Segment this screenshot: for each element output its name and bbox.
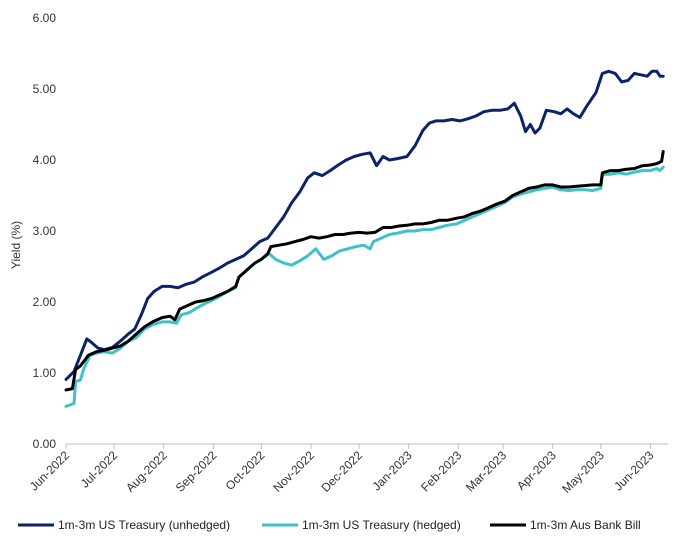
legend-label-3: 1m-3m Aus Bank Bill xyxy=(530,518,641,532)
y-tick-label: 1.00 xyxy=(33,366,57,380)
x-tick-label: Jul-2022 xyxy=(78,448,121,491)
x-tick-label: Sep-2022 xyxy=(173,448,220,495)
x-tick-label: Dec-2022 xyxy=(318,448,365,495)
legend: 1m-3m US Treasury (unhedged) 1m-3m US Tre… xyxy=(18,518,641,532)
x-axis: Jun-2022 Jul-2022 Aug-2022 Sep-2022 Oct-2022… xyxy=(27,443,668,496)
y-tick-label: 4.00 xyxy=(33,153,57,167)
x-tick-label: Jun-2023 xyxy=(611,448,657,494)
x-tick-label: Aug-2022 xyxy=(123,448,170,495)
y-axis-title: Yield (%) xyxy=(9,221,23,269)
plot-area xyxy=(64,69,665,408)
x-tick-label: Feb-2023 xyxy=(418,448,464,494)
legend-label-2: 1m-3m US Treasury (hedged) xyxy=(302,518,461,532)
y-tick-label: 5.00 xyxy=(33,82,57,96)
x-tick-label: Jan-2023 xyxy=(369,448,415,494)
legend-label-1: 1m-3m US Treasury (unhedged) xyxy=(58,518,230,532)
x-tick-label: Apr-2023 xyxy=(514,448,559,493)
x-tick-label: Oct-2022 xyxy=(223,448,268,493)
series-line-2 xyxy=(64,165,665,408)
x-tick-label: Jun-2022 xyxy=(27,448,73,494)
y-tick-label: 2.00 xyxy=(33,295,57,309)
y-tick-label: 6.00 xyxy=(33,11,57,25)
y-axis: 0.00 1.00 2.00 3.00 4.00 5.00 6.00 xyxy=(33,11,57,451)
y-tick-label: 0.00 xyxy=(33,437,57,451)
series-line-3 xyxy=(64,150,665,392)
x-tick-label: Mar-2023 xyxy=(463,448,509,494)
x-tick-label: Nov-2022 xyxy=(270,448,317,495)
series-line-1 xyxy=(64,69,665,381)
y-tick-label: 3.00 xyxy=(33,224,57,238)
x-tick-label: May-2023 xyxy=(559,448,607,496)
